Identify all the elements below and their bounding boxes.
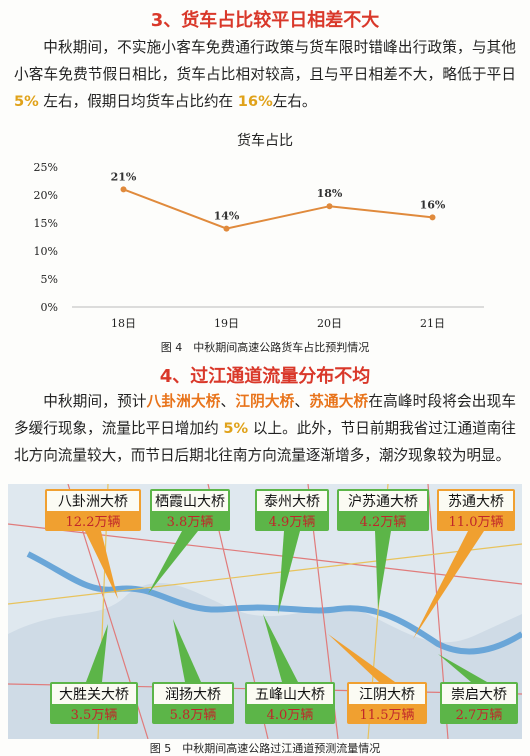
bridge-flow: 5.8万辆 [170,708,217,723]
bridge-name: 崇启大桥 [451,687,507,703]
callout-name-bg [339,491,427,511]
paragraph: 中秋期间，预计八卦洲大桥、江阴大桥、苏通大桥在高峰时段将会出现车多缓行现象，流量… [14,388,516,469]
y-tick-label: 15% [34,217,58,230]
bridge-name: 泰州大桥 [264,494,320,510]
bridge-flow: 3.5万辆 [71,708,118,723]
figure-caption: 图 4 中秋期间高速公路货车占比预判情况 [160,341,370,354]
section-heading: 4、过江通道流量分布不均 [159,366,371,387]
text: 左右，假期日均货车占比约在 [38,93,238,110]
callout-name-bg [442,684,516,704]
callout-name-bg [257,491,327,511]
bridge-flow: 4.2万辆 [360,515,407,530]
map: 八卦洲大桥 12.2万辆 栖霞山大桥 3.8万辆 泰州大桥 4.9万辆 沪苏通大桥 4.2万辆… [8,484,522,739]
bridge-flow: 4.0万辆 [267,708,314,723]
bridge-name: 江阴大桥 [359,687,415,703]
callout-name-bg [439,491,513,511]
figure-caption: 图 5 中秋期间高速公路过江通道预测流量情况 [149,742,381,755]
point [326,203,333,210]
callout-pointer [85,531,118,599]
highlight: 5% [223,420,249,437]
text: 中秋期间，预计 [43,393,147,410]
bridge-name: 沪苏通大桥 [348,494,418,510]
highlight: 16% [237,93,273,110]
river [26,551,522,655]
chart-title: 货车占比 [237,132,293,149]
highlight: 5% [14,93,39,110]
bridge-name: 八卦洲大桥 [58,494,128,510]
text: 、 [220,393,236,410]
bridge-flow: 12.2万辆 [66,515,121,530]
point [223,225,230,232]
bridge-flow: 3.8万辆 [167,515,214,530]
callout-name-bg [247,684,333,704]
callout-name-bg [349,684,425,704]
callout-pointer [86,624,108,682]
callout-pointer [438,654,487,682]
bridge-name: 五峰山大桥 [255,687,325,703]
y-tick-label: 10% [34,245,58,258]
bridge-flow: 4.9万辆 [269,515,316,530]
y-tick-label: 25% [34,161,58,174]
x-tick-label: 18日 [111,317,136,330]
callout-pointer [328,634,395,682]
text: 、 [294,393,310,410]
y-tick-label: 20% [34,189,58,202]
section-heading: 3、货车占比较平日相差不大 [150,10,380,31]
highlight: 苏通大桥 [309,393,369,410]
x-tick-label: 20日 [317,317,342,330]
callout-name-bg [154,684,232,704]
bridge-flow: 2.7万辆 [456,708,503,723]
text: 在高峰时段将会出现车多缓行现象，流量比平日增加约 [14,393,516,437]
callout-pointer [278,531,300,614]
data-label: 14% [214,210,240,223]
bridge-name: 大胜关大桥 [59,687,129,703]
point [120,186,127,193]
callout-pointer [413,531,484,639]
bridge-flow: 11.0万辆 [449,515,504,530]
highlight: 江阴大桥 [235,393,295,410]
text: 中秋期间，不实施小客车免费通行政策与货车限时错峰出行政策，与其他小客车免费节假日… [14,39,516,83]
data-label: 18% [317,187,343,200]
y-tick-label: 0% [41,301,58,314]
data-label: 21% [111,170,137,183]
callout-pointer [263,614,298,682]
line [123,188,433,230]
callout-pointer [375,531,391,609]
callout-name-bg [47,491,139,511]
bridge-name: 栖霞山大桥 [155,494,225,510]
bridge-flow: 11.5万辆 [360,708,415,723]
callout-pointer [148,531,198,594]
callout-pointer [173,619,201,682]
data-label: 16% [420,198,446,211]
x-tick-label: 21日 [420,317,445,330]
x-tick-label: 19日 [214,317,239,330]
highlight: 八卦洲大桥 [146,393,221,410]
y-tick-label: 5% [41,273,58,286]
callout-name-bg [152,491,228,511]
text: 以上。此外，节日前期我省过江通道南往北方向流量较大，而节日后期北往南方向流量逐渐… [14,420,517,464]
callout-name-bg [52,684,136,704]
paragraph: 中秋期间，不实施小客车免费通行政策与货车限时错峰出行政策，与其他小客车免费节假日… [14,34,516,115]
chart: 货车占比 0% 5% 10% 15% 20% 25% 18日 19日 20日 21日 21% 14% 1… [34,132,484,330]
point [429,214,436,221]
bridge-name: 润扬大桥 [165,687,221,703]
road [8,484,522,739]
bridge-name: 苏通大桥 [448,494,504,510]
text: 左右。 [272,93,317,110]
